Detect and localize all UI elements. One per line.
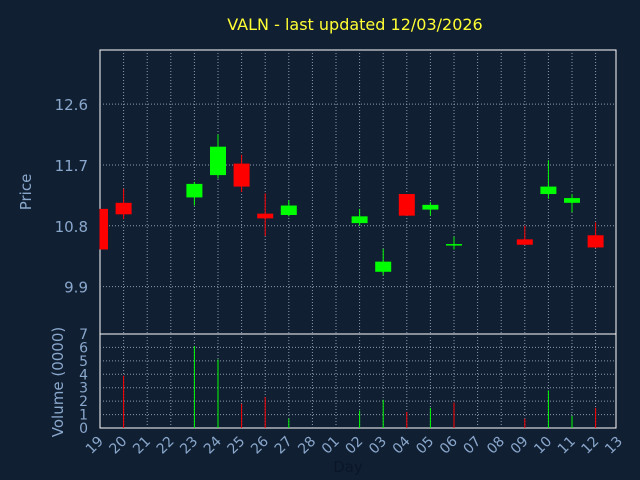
candle [280,200,297,217]
x-tick-label: 10 [531,434,555,458]
volume-bars [123,346,597,428]
volume-y-tick-label: 5 [79,354,88,370]
candles [99,134,604,276]
candle-body [186,183,203,198]
volume-y-tick-label: 1 [79,408,88,424]
candle [516,225,533,245]
candle-body [446,244,462,246]
x-tick-label: 01 [319,434,343,458]
price-y-tick-label: 12.6 [55,96,88,114]
volume-y-tick-label: 7 [79,327,88,343]
volume-y-tick-label: 4 [79,367,88,383]
candle [210,134,226,179]
price-y-tick-label: 11.7 [55,157,88,175]
candle [257,193,274,236]
x-tick-label: 19 [83,434,107,458]
x-tick-label: 05 [413,434,437,458]
x-tick-label: 22 [154,434,178,458]
volume-grid [100,334,616,428]
x-tick-label: 04 [390,433,414,457]
price-y-tick-label: 9.9 [64,279,88,297]
volume-y-tick-label: 2 [79,394,88,410]
x-tick-label: 25 [225,434,249,458]
candle-body [280,205,297,215]
candle [233,154,250,192]
price-y-tick-label: 10.8 [55,218,88,236]
x-tick-label: 06 [437,433,461,457]
price-y-axis-label: Price [17,174,35,211]
x-tick-label: 11 [555,434,579,458]
candle [115,188,132,220]
x-tick-label: 08 [484,434,508,458]
price-y-tick-labels: 12.6 11.7 10.8 9.9 [55,96,88,297]
x-tick-labels: 19 20 21 22 23 24 25 26 27 28 01 02 03 04 05 06 07 08 09 10… [83,433,626,457]
candle [564,194,580,213]
volume-y-tick-label: 0 [79,421,88,437]
price-plot-frame [99,49,617,335]
x-tick-label: 27 [272,434,296,458]
x-tick-label: 09 [508,434,532,458]
candle [99,208,108,250]
x-tick-label: 24 [201,433,225,457]
x-tick-label: 23 [177,434,201,458]
candle-body [422,204,439,210]
candle [422,202,439,216]
candle [186,181,203,206]
x-tick-label: 12 [579,434,603,458]
volume-y-tick-label: 3 [79,381,88,397]
x-tick-label: 07 [461,434,485,458]
x-tick-label: 02 [343,434,367,458]
candle-body [540,186,557,195]
candle [587,222,604,249]
candle [446,236,462,250]
x-tick-label: 28 [295,434,319,458]
candle-body [100,208,108,250]
price-panel: 12.6 11.7 10.8 9.9 Price [17,49,617,335]
candle-body [516,239,533,245]
candle-body [115,202,132,215]
candle-body [210,146,226,176]
x-tick-label: 20 [107,434,131,458]
volume-y-axis-label: Volume (0000) [49,327,67,437]
candle [375,248,392,276]
price-grid [100,50,616,334]
candle-body [564,198,580,203]
x-tick-label: 21 [130,434,154,458]
candle [540,160,557,199]
candle-body [375,261,392,272]
volume-plot-frame [99,333,617,429]
candle-body [257,213,274,219]
chart-title: VALN - last updated 12/03/2026 [227,15,482,34]
x-tick-label: 26 [248,433,272,457]
volume-y-tick-label: 6 [79,340,88,356]
candle-body [233,163,250,187]
x-axis-label: Day [333,458,363,476]
candle [398,194,415,216]
candle-body [587,235,604,248]
x-tick-label: 03 [366,434,390,458]
x-tick-label: 13 [602,434,626,458]
candle-body [398,194,415,216]
candle-body [351,216,368,224]
candle [351,208,368,226]
